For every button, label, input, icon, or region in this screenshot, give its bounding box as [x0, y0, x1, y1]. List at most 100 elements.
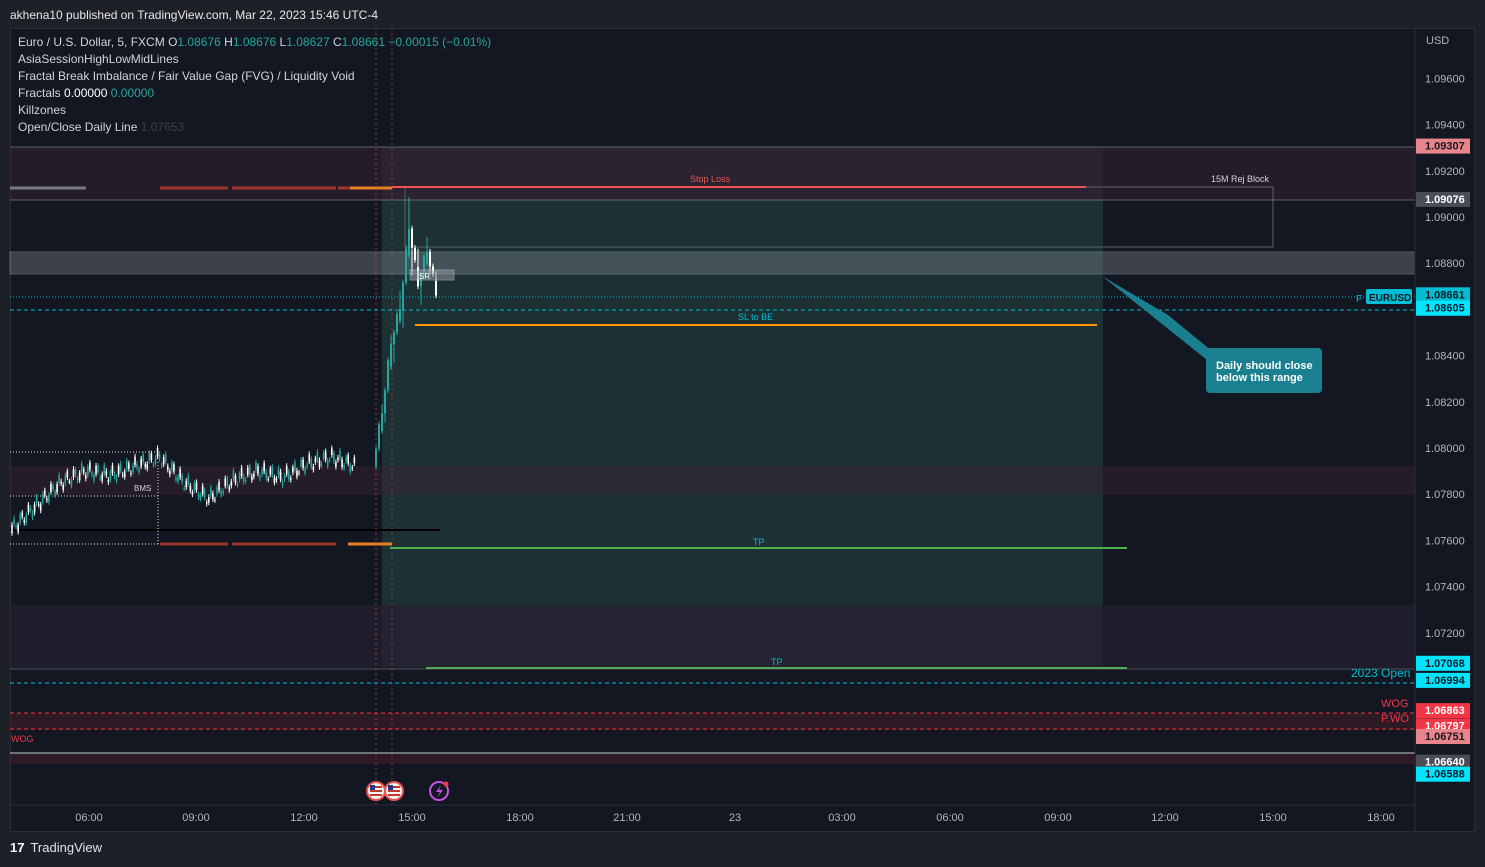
candle-body [13, 518, 15, 524]
candle-body [320, 464, 323, 466]
price-tick: 1.07800 [1425, 489, 1465, 501]
candle-body [109, 472, 112, 480]
price-tick: 1.08200 [1425, 397, 1465, 409]
candle-body [15, 526, 17, 528]
candle-body [44, 490, 46, 496]
candle-body [121, 474, 124, 476]
bms-label: BMS [134, 484, 151, 493]
candle-body [93, 475, 95, 481]
price-label-tag [1416, 766, 1470, 782]
candle-body [60, 481, 62, 484]
candle-body [351, 467, 354, 469]
price-label: 1.08661 [1425, 289, 1465, 301]
indicator-asia[interactable]: AsiaSessionHighLowMidLines [18, 52, 179, 66]
price-tick: 1.07200 [1425, 628, 1465, 640]
price-tick: 1.08400 [1425, 351, 1465, 363]
candle-body [140, 458, 142, 467]
price-label-tag [1416, 138, 1470, 154]
candle-body [222, 491, 224, 494]
candle-body [228, 487, 231, 490]
time-axis[interactable]: 06:00 09:00 12:00 15:00 18:00 21:00 23 03:00 06:… [10, 804, 1415, 824]
candle-body [195, 482, 198, 490]
candle-body [347, 455, 349, 464]
zones-layer [9, 147, 1416, 764]
rej-block-label: 15M Rej Block [1211, 174, 1270, 184]
candle-body [261, 469, 263, 475]
candle-body [408, 228, 410, 256]
indicator-fvg[interactable]: Fractal Break Imbalance / Fair Value Gap… [18, 69, 355, 83]
candle-body [177, 476, 179, 482]
candle-body [115, 476, 118, 481]
candle-body [310, 459, 313, 468]
tp2-label: TP [771, 657, 783, 667]
callout-line-2: below this range [1216, 372, 1303, 384]
price-label: 1.06751 [1425, 731, 1465, 743]
candle-body [91, 473, 93, 475]
price-label-tag [1416, 655, 1470, 671]
candle-body [138, 469, 140, 473]
candle-body [54, 492, 56, 496]
stop-loss-label: Stop Loss [690, 174, 731, 184]
candle-body [375, 448, 377, 467]
lightning-icon[interactable] [429, 781, 449, 801]
candle-body [130, 472, 132, 474]
tp1-label: TP [753, 537, 765, 547]
candle-body [353, 457, 356, 464]
price-tick: 1.08000 [1425, 443, 1465, 455]
candle-body [128, 463, 130, 469]
candle-body [39, 504, 42, 511]
candle-body [164, 454, 167, 463]
price-tick: 1.09600 [1425, 73, 1465, 85]
candle-body [132, 465, 134, 472]
price-tick: 1.08800 [1425, 258, 1465, 270]
time-tick: 12:00 [1151, 812, 1179, 824]
time-tick: 15:00 [398, 812, 426, 824]
close-value: 1.08661 [341, 35, 386, 49]
lower-zone [10, 605, 1415, 668]
low-value: 1.08627 [286, 35, 330, 49]
candle-body [126, 460, 128, 470]
callout-box [1206, 348, 1322, 393]
price-tick: 1.07600 [1425, 535, 1465, 547]
time-tick: 18:00 [1367, 812, 1395, 824]
candle-body [181, 475, 183, 483]
price-axis[interactable]: USD 1.09600 1.09400 1.09200 1.09000 1.08800 1… [1414, 28, 1470, 832]
candle-body [396, 314, 398, 333]
indicator-daily-line[interactable]: Open/Close Daily Line 1.07653 [18, 120, 185, 134]
candle-body [263, 463, 265, 472]
candle-body [411, 228, 413, 248]
candle-body [324, 451, 327, 460]
time-tick: 06:00 [936, 812, 964, 824]
candle-body [199, 495, 202, 499]
candle-body [269, 468, 272, 475]
candle-body [23, 519, 26, 523]
candle-body [429, 251, 431, 267]
candle-body [27, 504, 30, 513]
indicator-killzones[interactable]: Killzones [18, 103, 67, 117]
candle-body [201, 485, 204, 494]
candle-body [306, 464, 308, 467]
wog-label: WOG [1381, 698, 1409, 710]
candle-body [343, 465, 345, 469]
candle-body [87, 467, 89, 476]
candle-body [171, 462, 173, 471]
candle-body [105, 470, 108, 476]
time-tick: 09:00 [182, 812, 210, 824]
candle-body [304, 468, 306, 474]
candle-body [41, 493, 44, 503]
candle-body [232, 470, 235, 479]
top-bar: akhena10 published on TradingView.com, M… [0, 0, 1485, 28]
candle-body [240, 467, 243, 476]
time-tick: 03:00 [828, 812, 856, 824]
candle-body [273, 477, 276, 483]
candle-body [142, 454, 144, 462]
candle-body [314, 458, 317, 463]
candle-body [271, 466, 274, 475]
candle-body [285, 466, 288, 474]
candle-body [255, 462, 257, 471]
candle-body [11, 524, 13, 534]
indicator-fractals[interactable]: Fractals 0.00000 0.00000 [18, 86, 155, 100]
time-tick: 06:00 [75, 812, 103, 824]
candle-body [99, 477, 101, 479]
